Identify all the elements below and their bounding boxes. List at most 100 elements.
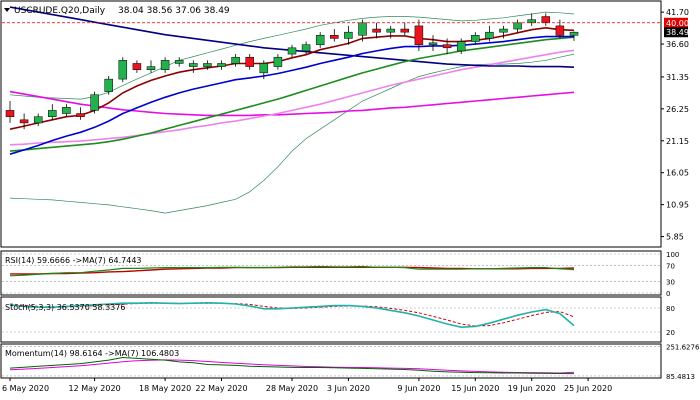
bear-candle xyxy=(330,35,339,39)
axis-tick-label: 20 xyxy=(666,329,675,337)
bear-candle xyxy=(555,25,565,36)
price-tick-label: 41.70 xyxy=(666,8,689,17)
bull-candle xyxy=(315,35,325,45)
bear-candle xyxy=(132,63,142,70)
ohlc-label: 38.04 38.56 37.06 38.49 xyxy=(118,6,230,16)
bull-candle xyxy=(104,78,113,92)
momentum-line xyxy=(9,356,575,375)
bear-candle xyxy=(414,25,424,45)
axis-tick-label: 251.6276 xyxy=(666,344,700,352)
bull-candle xyxy=(485,31,494,39)
price-tick-label: 36.60 xyxy=(666,40,689,49)
price-panel[interactable]: USCRUDE.Q20,Daily 38.04 38.56 37.06 38.4… xyxy=(0,0,689,248)
bull-candle xyxy=(189,63,198,67)
triangle-down-icon[interactable] xyxy=(4,8,10,12)
bull-candle xyxy=(118,60,128,80)
bull-candle xyxy=(203,63,212,67)
date-tick-label: 15 Jun 2020 xyxy=(451,384,499,393)
date-tick-label: 12 May 2020 xyxy=(69,384,121,393)
bear-candle xyxy=(245,56,254,67)
price-panel-border xyxy=(0,0,662,248)
date-tick-label: 6 May 2020 xyxy=(2,384,49,393)
axis-tick-label: 85.4813 xyxy=(666,373,695,381)
last-price-marker xyxy=(664,27,688,38)
rsi-axis: 100 70 30 0 xyxy=(666,251,679,298)
bear-candle xyxy=(5,110,15,117)
price-tick-label: 21.15 xyxy=(666,137,689,146)
axis-tick-label: 100 xyxy=(666,251,679,259)
momentum-ma-line xyxy=(9,359,575,374)
price-tick-label: 31.35 xyxy=(666,73,689,82)
bull-candle xyxy=(456,41,466,52)
momentum-panel-border xyxy=(0,343,662,379)
stoch-axis: 80 20 xyxy=(666,305,675,337)
price-plot xyxy=(2,6,660,214)
price-axis: 41.70 36.60 31.35 26.25 21.15 16.05 10.95 5.85 4… xyxy=(661,8,689,242)
price-tick-label: 16.05 xyxy=(666,169,689,178)
momentum-label: Momentum(14) 98.6164 ->MA(7) 106.4803 xyxy=(5,349,179,358)
bull-candle xyxy=(160,60,170,70)
date-tick-label: 19 Jun 2020 xyxy=(508,384,556,393)
last-price-label: 38.49 xyxy=(666,28,689,37)
bull-candle xyxy=(358,22,367,36)
price-level-label: 40.00 xyxy=(666,19,689,28)
rsi-panel[interactable]: RSI(14) 59.6666 ->MA(7) 64.7443 100 70 30 0 xyxy=(0,250,679,298)
stoch-panel-border xyxy=(0,296,662,343)
bear-candle xyxy=(400,28,410,33)
blue-ema-line xyxy=(9,35,574,155)
date-tick-label: 28 May 2020 xyxy=(266,384,318,393)
bollinger-upper-line xyxy=(9,11,575,100)
bear-candle xyxy=(19,119,29,124)
bull-candle xyxy=(273,56,283,67)
date-tick-label: 9 Jun 2020 xyxy=(397,384,440,393)
rsi-line xyxy=(9,265,575,277)
date-tick-label: 3 Jun 2020 xyxy=(327,384,370,393)
date-axis: 6 May 2020 12 May 2020 18 May 2020 22 May 2… xyxy=(2,378,612,393)
bear-candle xyxy=(442,44,452,49)
momentum-panel[interactable]: Momentum(14) 98.6164 ->MA(7) 106.4803 25… xyxy=(0,343,700,381)
bull-candle xyxy=(259,63,269,74)
bull-candle xyxy=(231,56,240,64)
date-tick-label: 18 May 2020 xyxy=(139,384,191,393)
date-tick-label: 25 Jun 2020 xyxy=(564,384,612,393)
bull-candle xyxy=(301,44,311,52)
momentum-axis: 251.6276 85.4813 xyxy=(666,344,700,381)
bear-candle xyxy=(76,113,85,117)
bollinger-lower-line xyxy=(9,53,575,214)
bull-candle xyxy=(33,116,43,124)
violet-ma-line xyxy=(9,49,575,146)
stoch-k-line xyxy=(9,301,575,329)
magenta-ma-line xyxy=(9,90,575,117)
rsi-panel-border xyxy=(0,250,662,296)
rsi-label: RSI(14) 59.6666 ->MA(7) 64.7443 xyxy=(5,256,142,265)
date-tick-label: 22 May 2020 xyxy=(195,384,247,393)
bull-candle xyxy=(471,35,480,42)
bull-candle xyxy=(344,31,353,39)
stoch-plot xyxy=(2,301,660,333)
bull-candle xyxy=(48,110,57,117)
price-tick-label: 10.95 xyxy=(666,201,689,210)
price-level-marker xyxy=(664,17,688,28)
bull-candle xyxy=(90,94,99,111)
bull-candle xyxy=(217,63,226,67)
bull-candle xyxy=(428,42,438,45)
bear-candle xyxy=(541,16,551,24)
price-tick-label: 5.85 xyxy=(666,233,684,242)
bull-candle xyxy=(527,19,536,24)
bull-candle xyxy=(386,28,395,33)
bull-candle xyxy=(513,22,522,30)
axis-tick-label: 30 xyxy=(666,278,675,286)
rsi-plot xyxy=(2,253,660,294)
stoch-label: Stoch(5,3,3) 36.5370 58.3376 xyxy=(5,303,125,312)
bull-candle xyxy=(62,107,71,114)
bull-candle xyxy=(174,60,184,64)
green-ma-line xyxy=(9,36,575,152)
stoch-panel[interactable]: Stoch(5,3,3) 36.5370 58.3376 80 20 xyxy=(0,296,675,343)
axis-tick-label: 70 xyxy=(666,263,675,271)
bull-candle xyxy=(499,28,508,33)
momentum-plot xyxy=(2,346,660,377)
symbol-label: USCRUDE.Q20,Daily xyxy=(14,6,106,16)
bull-candle xyxy=(569,31,579,36)
